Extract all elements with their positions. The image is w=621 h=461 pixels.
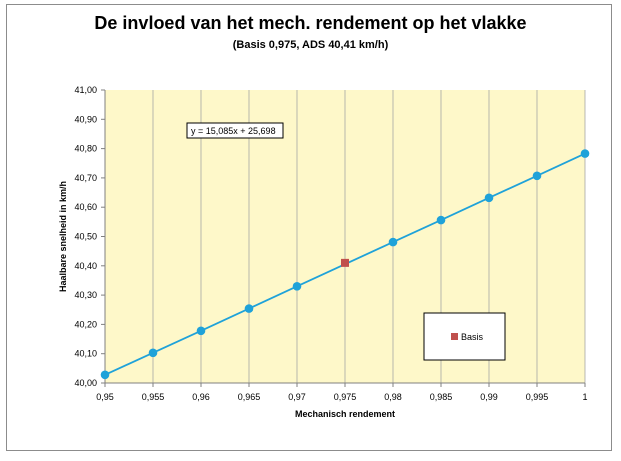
data-point [532, 171, 542, 181]
y-tick-label: 40,10 [74, 349, 97, 359]
data-point [244, 304, 254, 313]
x-tick-label: 0,96 [192, 392, 210, 402]
chart-subtitle: (Basis 0,975, ADS 40,41 km/h) [232, 39, 389, 51]
x-tick-label: 0,955 [142, 392, 165, 402]
y-tick-label: 40,20 [74, 319, 97, 329]
y-tick-label: 40,30 [74, 290, 97, 300]
y-tick-labels: 40,00 40,10 40,20 40,30 40,40 40,50 40,60 40,70… [74, 85, 97, 388]
y-tick-label: 40,90 [74, 114, 97, 124]
y-tick-label: 40,70 [74, 173, 97, 183]
x-tick-label: 0,97 [288, 392, 306, 402]
trendline-equation-box [186, 122, 284, 139]
data-point [148, 348, 158, 358]
y-tick-label: 40,50 [74, 232, 97, 242]
y-tick-label: 40,40 [74, 261, 97, 271]
legend: Basis [423, 312, 506, 361]
x-tick-label: 0,985 [430, 392, 453, 402]
x-tick-label: 0,975 [334, 392, 357, 402]
x-axis-title: Mechanisch rendement [295, 409, 395, 419]
y-tick-label: 40,80 [74, 144, 97, 154]
data-point [436, 215, 446, 225]
series-points [100, 149, 590, 380]
x-tick-label: 0,99 [480, 392, 498, 402]
x-tick-label: 0,995 [526, 392, 549, 402]
y-tick-label: 40,00 [74, 378, 97, 388]
x-tick-label: 0,965 [238, 392, 261, 402]
trendline-equation-text: y = 15,085x + 25,698 [191, 126, 276, 136]
data-point [196, 326, 206, 336]
data-point [580, 149, 590, 158]
x-tick-label: 0,95 [96, 392, 114, 402]
x-tick-label: 0,98 [384, 392, 402, 402]
x-tick-labels: 0,95 0,955 0,96 0,965 0,97 0,975 0,98 0,985 0,99… [96, 392, 587, 402]
y-tick-label: 40,60 [74, 202, 97, 212]
y-tick-label: 41,00 [74, 85, 97, 95]
data-point [388, 237, 398, 247]
legend-label-basis: Basis [461, 332, 484, 342]
axes [101, 89, 586, 387]
legend-swatch-basis [451, 333, 458, 340]
x-tick-label: 1 [582, 392, 587, 402]
legend-box [423, 312, 506, 361]
data-point [484, 193, 494, 203]
data-point [292, 282, 302, 291]
trendline-equation: y = 15,085x + 25,698 [186, 122, 284, 139]
chart-title: De invloed van het mech. rendement op he… [94, 13, 527, 33]
y-axis-title: Haalbare snelheid in km/h [58, 181, 68, 292]
data-point [100, 370, 110, 380]
basis-point [341, 258, 349, 267]
